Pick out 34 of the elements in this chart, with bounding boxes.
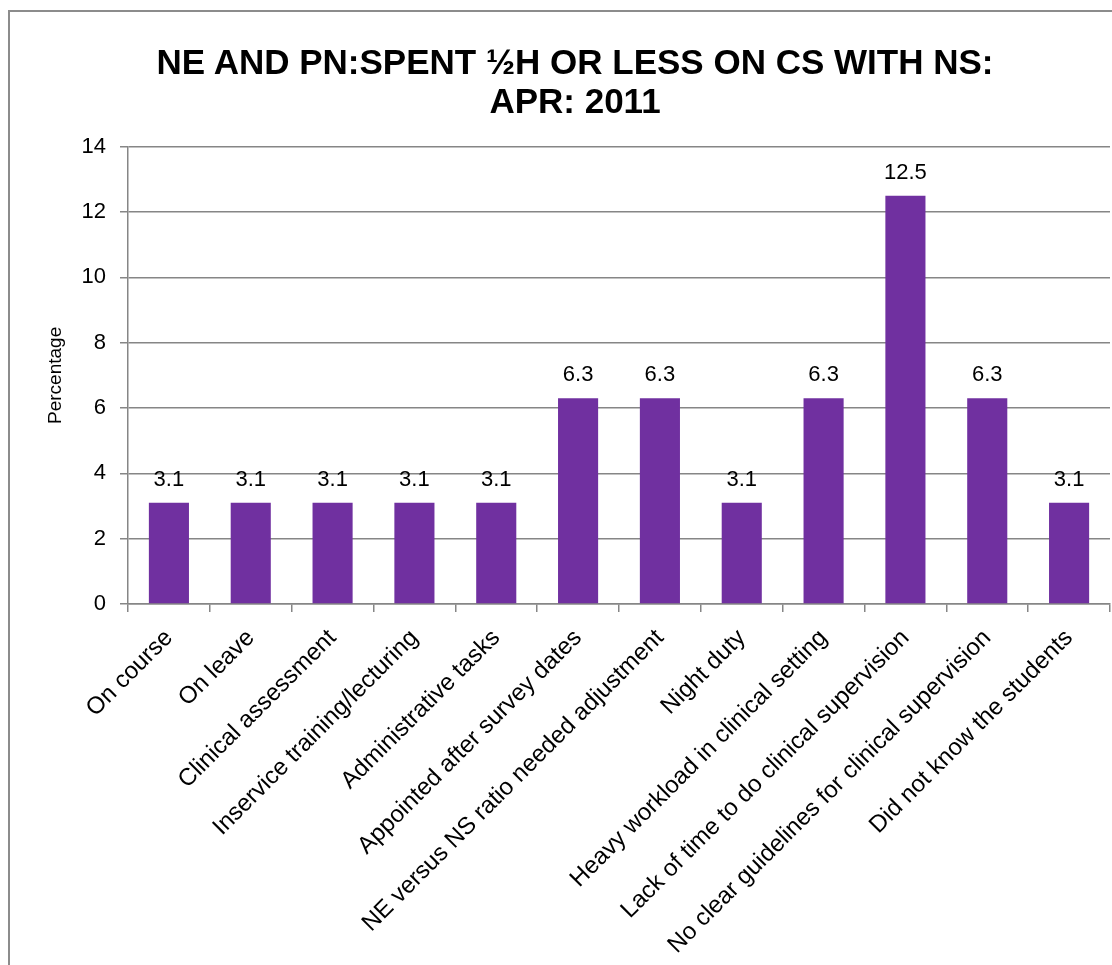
y-tick-label: 6 xyxy=(93,394,106,420)
data-label: 3.1 xyxy=(1053,465,1085,491)
bar xyxy=(967,398,1008,604)
data-label: 6.3 xyxy=(808,361,839,387)
data-label: 6.3 xyxy=(644,361,676,387)
data-label: 3.1 xyxy=(399,465,430,491)
bar xyxy=(558,398,599,604)
data-label: 3.1 xyxy=(480,465,512,491)
bar xyxy=(721,502,762,604)
bar xyxy=(803,398,844,604)
y-tick-label: 0 xyxy=(93,590,106,616)
y-tick-label: 8 xyxy=(93,328,106,354)
data-label: 3.1 xyxy=(153,465,185,491)
data-label: 3.1 xyxy=(726,465,758,491)
y-axis-title: Percentage xyxy=(43,326,65,424)
bar xyxy=(1049,502,1090,604)
data-label: 6.3 xyxy=(971,361,1003,387)
bar xyxy=(885,195,926,604)
y-tick-label: 4 xyxy=(93,459,106,485)
bar xyxy=(394,502,435,604)
data-label: 3.1 xyxy=(317,465,348,491)
bar xyxy=(230,502,271,604)
bar xyxy=(312,502,353,604)
y-tick-label: 14 xyxy=(81,132,106,158)
data-label: 6.3 xyxy=(562,361,594,387)
chart-title: NE AND PN:SPENT ½H OR LESS ON CS WITH NS: APR: 2011 xyxy=(156,42,994,120)
y-tick-label: 12 xyxy=(81,198,106,224)
y-tick-label: 2 xyxy=(93,524,106,550)
data-label: 3.1 xyxy=(235,465,267,491)
bar xyxy=(639,398,680,604)
bar xyxy=(148,502,189,604)
y-tick-label: 10 xyxy=(81,263,106,289)
data-label: 12.5 xyxy=(884,158,927,184)
bar xyxy=(476,502,517,604)
